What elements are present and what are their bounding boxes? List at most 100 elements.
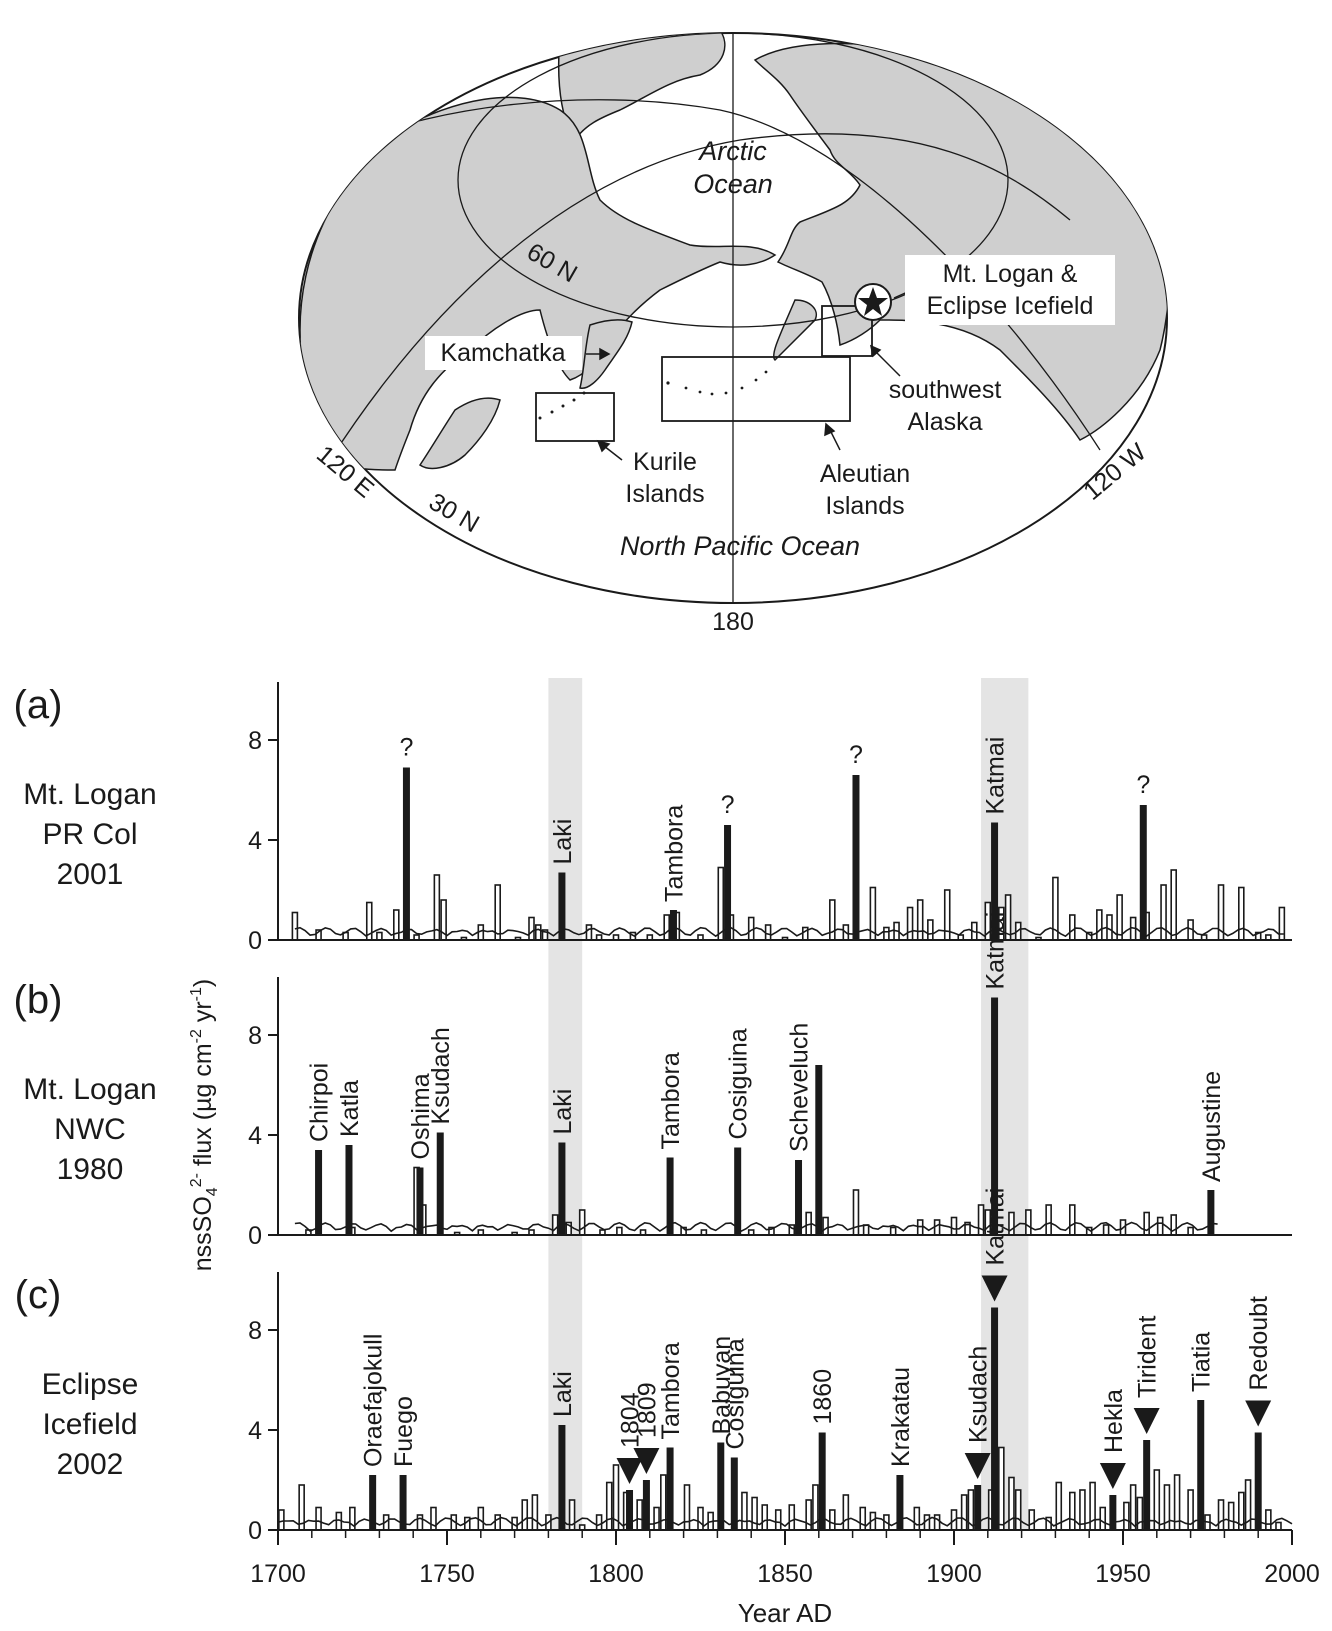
y-tick-label: 4 xyxy=(248,827,262,855)
bar xyxy=(788,1504,796,1531)
arctic-ocean-label-2: Ocean xyxy=(693,169,773,199)
y-axis-label: nssSO42- flux (µg cm-2 yr-1) xyxy=(188,979,221,1271)
bar xyxy=(1197,1400,1205,1530)
bar xyxy=(683,1484,691,1531)
bar xyxy=(278,1509,285,1531)
panel-site-line1: Mt. Logan xyxy=(23,778,156,811)
meridian-120e xyxy=(329,133,1071,461)
bar xyxy=(991,822,999,940)
bar xyxy=(913,1506,921,1531)
bar xyxy=(616,1226,623,1236)
bar xyxy=(1028,1509,1036,1531)
event-label: Ksudach xyxy=(965,1346,993,1443)
event-label: Oshima xyxy=(407,1073,435,1159)
bar xyxy=(1143,1211,1150,1236)
event-arrow xyxy=(616,1458,643,1484)
aleutian-chain xyxy=(666,370,768,396)
event-label: Katmai xyxy=(982,737,1010,815)
event-label: Ksudach xyxy=(427,1027,455,1124)
bar xyxy=(1045,1204,1052,1236)
bar xyxy=(741,1491,748,1531)
bar xyxy=(1116,894,1123,941)
swak-label-2: Alaska xyxy=(907,408,982,436)
event-arrow xyxy=(981,1275,1008,1302)
bar xyxy=(1254,1432,1262,1530)
event-label: 1809 xyxy=(633,1382,661,1438)
bar xyxy=(1008,1476,1015,1531)
bar xyxy=(774,1509,782,1531)
event-label: Augustine xyxy=(1198,1071,1226,1182)
x-tick-label: 1800 xyxy=(588,1560,644,1588)
bar xyxy=(943,889,951,941)
event-label: Cosiguina xyxy=(725,1028,753,1139)
bar xyxy=(1227,1501,1235,1531)
bar xyxy=(291,911,299,941)
bar xyxy=(528,916,535,941)
bar xyxy=(436,1132,444,1235)
shaded-span-1 xyxy=(981,678,1029,1530)
bar xyxy=(636,1499,643,1531)
bar xyxy=(1143,1440,1151,1530)
bar xyxy=(402,767,410,940)
bar xyxy=(764,924,772,941)
event-label: Krakatau xyxy=(887,1367,915,1467)
y-tick-label: 0 xyxy=(248,927,262,955)
bar xyxy=(896,1475,904,1530)
chart: 0 4 8 (a) Mt. Logan PR Col 2001? Laki Tambora?? K… xyxy=(14,678,1320,1628)
x-tick-label: 1850 xyxy=(757,1560,813,1588)
bar xyxy=(842,1494,850,1531)
swak-box xyxy=(821,305,873,357)
bar xyxy=(1217,1499,1225,1531)
bar xyxy=(534,924,542,941)
bar xyxy=(1014,1489,1022,1531)
bar xyxy=(883,926,890,941)
panel-site-line1: Eclipse xyxy=(42,1368,139,1401)
bar xyxy=(991,1307,999,1530)
bar xyxy=(734,1147,742,1235)
site-label-2: Eclipse Icefield xyxy=(927,292,1094,320)
bar xyxy=(605,1481,613,1531)
bar xyxy=(653,1506,660,1531)
event-label: Hekla xyxy=(1100,1389,1128,1453)
bar xyxy=(1106,914,1113,941)
map: Arctic Ocean North Pacific Ocean 60 N 30… xyxy=(298,32,1168,636)
bar xyxy=(1096,909,1103,941)
site-marker xyxy=(854,283,892,321)
bar xyxy=(399,1475,407,1530)
event-arrow xyxy=(964,1453,991,1479)
bar xyxy=(730,1457,738,1530)
bar xyxy=(494,884,502,941)
bar xyxy=(822,1216,829,1236)
y-tick-label: 4 xyxy=(248,1417,262,1445)
event-label: Oraefajokull xyxy=(360,1334,388,1467)
bar xyxy=(950,1216,958,1236)
bar xyxy=(1238,886,1245,941)
bar xyxy=(906,906,914,941)
panel-site-line3: 2001 xyxy=(57,858,124,891)
event-label: ? xyxy=(849,741,863,769)
panel-site-line3: 1980 xyxy=(57,1153,124,1186)
panel-letter: (a) xyxy=(14,683,63,727)
bar xyxy=(666,1157,674,1235)
aleutian-box xyxy=(661,356,851,422)
kurile-label-1: Kurile xyxy=(633,448,697,476)
bar xyxy=(717,1442,725,1530)
graticule xyxy=(329,33,1101,603)
panel-site-line3: 2002 xyxy=(57,1448,124,1481)
y-tick-label: 8 xyxy=(248,1317,262,1345)
event-label: Redoubt xyxy=(1245,1296,1273,1391)
bar xyxy=(815,1065,823,1235)
arctic-ocean-label-1: Arctic xyxy=(697,136,767,166)
x-tick-label: 2000 xyxy=(1264,1560,1320,1588)
bar xyxy=(585,924,593,941)
bar xyxy=(494,1514,502,1531)
bar xyxy=(1089,1481,1096,1531)
bar xyxy=(1136,1496,1144,1531)
event-label: Chirpoi xyxy=(306,1063,334,1142)
x-tick-label: 1750 xyxy=(419,1560,475,1588)
bar xyxy=(578,1209,586,1236)
bar xyxy=(1170,869,1177,941)
bar xyxy=(315,1150,323,1235)
panel-site-line2: NWC xyxy=(54,1113,126,1146)
y-tick-label: 8 xyxy=(248,727,262,755)
